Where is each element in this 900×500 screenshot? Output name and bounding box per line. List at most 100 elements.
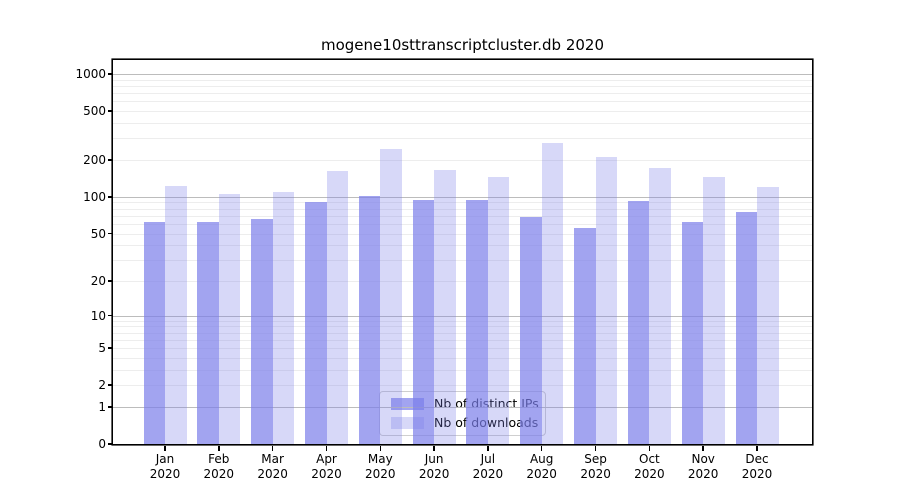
y-gridline-minor: [113, 332, 812, 334]
y-gridline-major: [113, 74, 812, 75]
y-gridline-major: [113, 196, 812, 198]
y-tick-label: 200: [83, 153, 106, 167]
y-gridline-minor: [113, 208, 812, 210]
y-gridline-minor: [113, 281, 812, 282]
y-tick-mark: [107, 196, 113, 198]
y-tick-mark: [107, 443, 113, 445]
bar-distinct-ips-jul: [466, 200, 488, 444]
y-gridline-minor: [113, 138, 812, 140]
bar-downloads-dec: [757, 187, 779, 444]
x-tick-month: May: [367, 452, 393, 466]
bar-distinct-ips-aug: [520, 217, 542, 444]
x-tick-year: 2020: [472, 467, 504, 481]
plot-area: Nb of distinct IPs Nb of downloads: [113, 60, 812, 444]
x-tick-mark: [487, 445, 489, 451]
x-tick-mark: [648, 445, 651, 451]
bar-downloads-mar: [272, 192, 295, 444]
bar-distinct-ips-dec: [735, 212, 757, 444]
x-tick-label: Dec 2020: [725, 452, 789, 482]
y-tick-mark: [107, 347, 113, 349]
bar-downloads-sep: [595, 156, 618, 444]
x-tick-mark: [164, 445, 166, 451]
bar-downloads-jan: [165, 185, 187, 444]
bar-distinct-ips-may: [358, 195, 381, 444]
y-tick-mark: [107, 110, 113, 112]
bar-downloads-may: [380, 148, 402, 444]
x-tick-label: Apr 2020: [295, 452, 359, 482]
x-tick-month: Dec: [745, 452, 769, 466]
x-tick-label: Jan 2020: [133, 452, 197, 482]
bar-distinct-ips-jun: [412, 200, 435, 444]
y-gridline-minor: [113, 233, 812, 235]
y-gridline-minor: [113, 348, 812, 350]
x-tick-month: Jun: [424, 452, 444, 466]
y-gridline-minor: [113, 357, 812, 359]
x-tick-year: 2020: [311, 467, 342, 481]
x-tick-mark: [325, 445, 328, 451]
y-tick-label: 0: [98, 437, 106, 451]
bar-downloads-jul: [487, 177, 510, 444]
x-tick-mark: [702, 445, 704, 451]
x-tick-year: 2020: [526, 467, 557, 481]
y-tick-label: 20: [90, 274, 106, 288]
x-tick-month: Aug: [529, 452, 554, 466]
bar-distinct-ips-jan: [143, 222, 165, 444]
y-gridline-minor: [113, 320, 812, 322]
y-gridline-minor: [113, 215, 812, 217]
bar-distinct-ips-mar: [251, 218, 273, 444]
y-gridline-major: [113, 406, 812, 408]
x-tick-mark: [218, 445, 220, 451]
y-tick-mark: [107, 384, 113, 386]
y-tick-mark: [107, 406, 113, 408]
y-tick-mark: [107, 232, 113, 235]
y-gridline-minor: [113, 369, 812, 371]
x-tick-month: Mar: [261, 452, 284, 466]
y-gridline-minor: [113, 385, 812, 387]
y-tick-label: 10: [90, 308, 106, 323]
x-tick-year: 2020: [365, 467, 396, 481]
x-tick-mark: [594, 445, 597, 451]
y-gridline-minor: [113, 86, 812, 87]
x-tick-year: 2020: [257, 467, 288, 481]
x-tick-label: May 2020: [348, 452, 412, 482]
y-tick-label: 50: [90, 226, 106, 241]
x-tick-month: Sep: [584, 452, 607, 466]
bar-downloads-nov: [703, 176, 725, 444]
x-tick-mark: [271, 445, 274, 451]
x-tick-label: Feb 2020: [187, 452, 251, 482]
x-tick-label: Nov 2020: [671, 452, 735, 482]
y-gridline-minor: [113, 79, 812, 81]
x-tick-mark: [379, 445, 382, 451]
x-tick-label: Jun 2020: [402, 452, 466, 482]
x-tick-label: Aug 2020: [510, 452, 574, 482]
x-tick-year: 2020: [741, 467, 773, 481]
y-gridline-minor: [113, 326, 812, 328]
x-tick-year: 2020: [687, 467, 719, 481]
x-tick-mark: [756, 445, 758, 451]
y-gridline-minor: [113, 123, 812, 124]
bar-distinct-ips-feb: [197, 222, 219, 444]
x-tick-year: 2020: [149, 467, 181, 481]
y-tick-mark: [107, 280, 113, 282]
x-tick-year: 2020: [634, 467, 665, 481]
x-tick-month: Jan: [155, 452, 175, 466]
y-gridline-minor: [113, 160, 812, 161]
bar-downloads-apr: [326, 171, 348, 444]
y-tick-mark: [107, 73, 113, 75]
y-gridline-minor: [113, 101, 812, 103]
y-tick-mark: [107, 159, 113, 161]
x-tick-label: Sep 2020: [564, 452, 628, 482]
bar-distinct-ips-oct: [627, 201, 650, 444]
chart-title: mogene10sttranscriptcluster.db 2020: [321, 36, 604, 54]
y-tick-label: 500: [83, 104, 106, 119]
y-gridline-minor: [113, 111, 812, 113]
x-tick-month: Oct: [639, 452, 660, 466]
y-tick-mark: [107, 314, 113, 317]
x-tick-month: Apr: [316, 452, 337, 466]
x-tick-year: 2020: [580, 467, 611, 481]
bar-downloads-jun: [434, 170, 456, 444]
x-tick-month: Feb: [208, 452, 230, 466]
x-tick-year: 2020: [203, 467, 235, 481]
bar-distinct-ips-nov: [681, 222, 704, 444]
